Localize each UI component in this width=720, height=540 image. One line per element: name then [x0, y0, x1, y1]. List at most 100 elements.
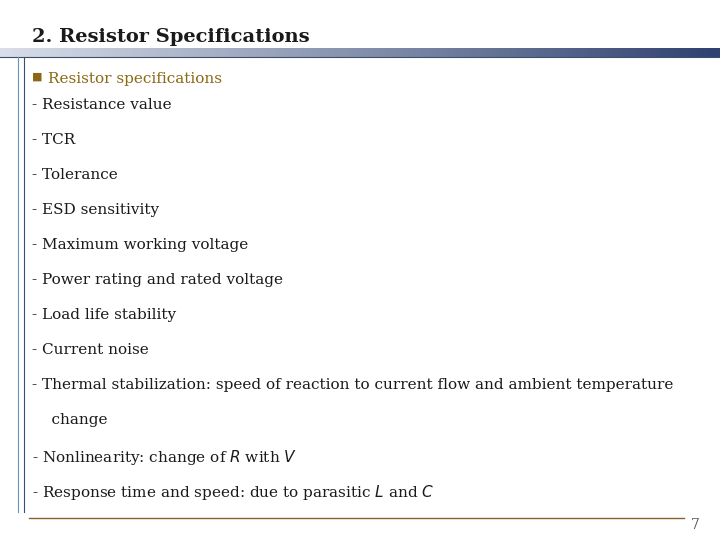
Bar: [198, 48, 202, 57]
Bar: [619, 48, 623, 57]
Bar: [122, 48, 126, 57]
Bar: [508, 48, 511, 57]
Bar: [133, 48, 137, 57]
Bar: [349, 48, 353, 57]
Bar: [587, 48, 590, 57]
Bar: [709, 48, 713, 57]
Bar: [313, 48, 317, 57]
Bar: [299, 48, 302, 57]
Bar: [274, 48, 277, 57]
Bar: [302, 48, 306, 57]
Bar: [97, 48, 101, 57]
Bar: [644, 48, 648, 57]
Bar: [374, 48, 378, 57]
Text: - Response time and speed: due to parasitic $L$ and $C$: - Response time and speed: due to parasi…: [32, 483, 434, 502]
Bar: [173, 48, 176, 57]
Bar: [68, 48, 72, 57]
Bar: [468, 48, 472, 57]
Bar: [670, 48, 673, 57]
Bar: [169, 48, 173, 57]
Bar: [414, 48, 418, 57]
Bar: [605, 48, 608, 57]
Text: 2. Resistor Specifications: 2. Resistor Specifications: [32, 28, 310, 46]
Text: ■: ■: [32, 72, 42, 82]
Bar: [72, 48, 76, 57]
Bar: [130, 48, 133, 57]
Bar: [346, 48, 349, 57]
Bar: [407, 48, 410, 57]
Bar: [331, 48, 335, 57]
Bar: [108, 48, 112, 57]
Bar: [547, 48, 551, 57]
Bar: [306, 48, 310, 57]
Bar: [558, 48, 562, 57]
Text: - ESD sensitivity: - ESD sensitivity: [32, 203, 159, 217]
Bar: [194, 48, 198, 57]
Bar: [472, 48, 475, 57]
Bar: [0, 48, 4, 57]
Bar: [482, 48, 486, 57]
Bar: [270, 48, 274, 57]
Bar: [655, 48, 659, 57]
Bar: [220, 48, 223, 57]
Bar: [486, 48, 490, 57]
Bar: [490, 48, 493, 57]
Bar: [565, 48, 569, 57]
Bar: [554, 48, 558, 57]
Bar: [162, 48, 166, 57]
Bar: [54, 48, 58, 57]
Bar: [641, 48, 644, 57]
Bar: [104, 48, 108, 57]
Text: - Tolerance: - Tolerance: [32, 168, 118, 182]
Bar: [695, 48, 698, 57]
Bar: [14, 48, 18, 57]
Bar: [335, 48, 338, 57]
Bar: [475, 48, 479, 57]
Bar: [281, 48, 284, 57]
Bar: [29, 48, 32, 57]
Bar: [576, 48, 580, 57]
Bar: [140, 48, 144, 57]
Bar: [551, 48, 554, 57]
Bar: [623, 48, 626, 57]
Bar: [11, 48, 14, 57]
Text: change: change: [32, 413, 107, 427]
Bar: [47, 48, 50, 57]
Bar: [637, 48, 641, 57]
Bar: [216, 48, 220, 57]
Bar: [626, 48, 630, 57]
Bar: [7, 48, 11, 57]
Bar: [119, 48, 122, 57]
Bar: [158, 48, 162, 57]
Bar: [479, 48, 482, 57]
Bar: [400, 48, 403, 57]
Bar: [364, 48, 367, 57]
Bar: [76, 48, 79, 57]
Bar: [594, 48, 598, 57]
Bar: [425, 48, 428, 57]
Bar: [580, 48, 583, 57]
Bar: [342, 48, 346, 57]
Bar: [317, 48, 320, 57]
Bar: [688, 48, 691, 57]
Bar: [90, 48, 94, 57]
Bar: [630, 48, 634, 57]
Bar: [446, 48, 450, 57]
Bar: [263, 48, 266, 57]
Bar: [115, 48, 119, 57]
Bar: [450, 48, 454, 57]
Bar: [176, 48, 180, 57]
Bar: [248, 48, 252, 57]
Bar: [648, 48, 652, 57]
Bar: [659, 48, 662, 57]
Bar: [522, 48, 526, 57]
Bar: [583, 48, 587, 57]
Bar: [403, 48, 407, 57]
Bar: [569, 48, 572, 57]
Bar: [612, 48, 616, 57]
Bar: [86, 48, 90, 57]
Bar: [184, 48, 187, 57]
Text: - Resistance value: - Resistance value: [32, 98, 171, 112]
Text: - Nonlinearity: change of $R$ with $V$: - Nonlinearity: change of $R$ with $V$: [32, 448, 297, 467]
Bar: [504, 48, 508, 57]
